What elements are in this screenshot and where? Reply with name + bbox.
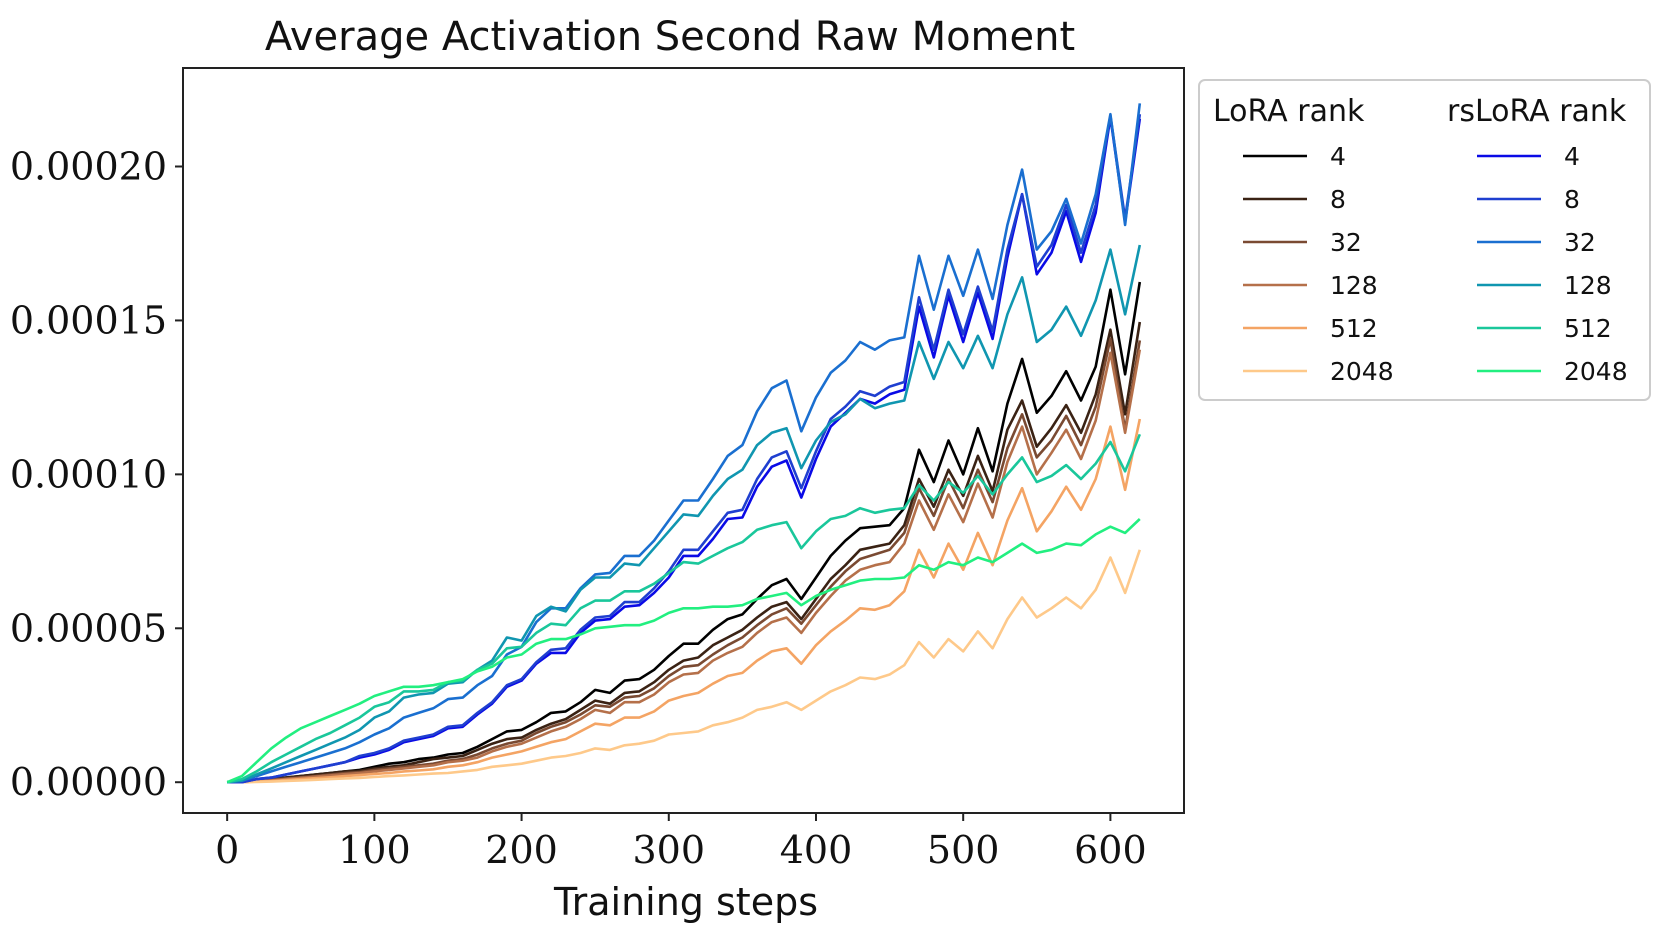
- series-line-lora-rank-8: [227, 321, 1142, 784]
- x-axis-label: Training steps: [553, 880, 818, 924]
- legend-entry-label: 4: [1330, 142, 1346, 171]
- x-tick-label: 400: [780, 828, 853, 872]
- series-line-rslora-rank-128: [227, 244, 1142, 784]
- series-line-rslora-rank-512: [226, 433, 1142, 784]
- x-axis: 0 100 200 300 400 500 600: [215, 813, 1147, 872]
- series-line-rslora-rank-8: [227, 114, 1142, 784]
- y-tick-label: 0.00010: [10, 452, 167, 496]
- x-tick-label: 500: [927, 828, 1000, 872]
- legend-entry-label: 4: [1564, 142, 1580, 171]
- series-line-lora-rank-4: [227, 281, 1142, 784]
- legend-entry-label: 8: [1564, 185, 1580, 214]
- legend-entry-label: 8: [1330, 185, 1346, 214]
- series-line-rslora-rank-4: [227, 116, 1142, 784]
- series-line-rslora-rank-2048: [226, 518, 1141, 784]
- x-tick-label: 300: [633, 828, 706, 872]
- series-line-lora-rank-128: [227, 349, 1142, 784]
- x-tick-label: 600: [1074, 828, 1147, 872]
- y-tick-label: 0.00005: [10, 606, 167, 650]
- legend-entry-label: 128: [1330, 271, 1378, 300]
- legend-entry-label: 128: [1564, 271, 1612, 300]
- plot-area-frame: [182, 67, 1185, 814]
- legend-entry-label: 512: [1564, 314, 1612, 343]
- y-axis: 0.00000 0.00005 0.00010 0.00015 0.00020: [10, 145, 183, 804]
- legend-entry-label: 512: [1330, 314, 1378, 343]
- x-tick-label: 0: [215, 828, 239, 872]
- legend-entry-label: 32: [1564, 228, 1596, 257]
- legend-heading: LoRA rank: [1213, 94, 1365, 129]
- legend-entry-label: 2048: [1564, 357, 1628, 386]
- x-tick-label: 200: [485, 828, 558, 872]
- series-lines: [226, 103, 1142, 784]
- series-line-rslora-rank-32: [227, 103, 1142, 784]
- series-line-lora-rank-32: [227, 337, 1142, 784]
- series-line-lora-rank-2048: [227, 549, 1142, 784]
- x-tick-label: 100: [338, 828, 411, 872]
- y-tick-label: 0.00000: [10, 760, 167, 804]
- legend-entry-label: 32: [1330, 228, 1362, 257]
- y-tick-label: 0.00020: [10, 145, 167, 189]
- series-line-lora-rank-512: [227, 418, 1142, 784]
- y-tick-label: 0.00015: [10, 298, 167, 342]
- legend-box: [1198, 79, 1651, 401]
- legend: LoRA rank 4 8 32 128 512 2048 rsLoRA rank 4 8 32 12…: [1198, 79, 1651, 401]
- chart-title: Average Activation Second Raw Moment: [265, 14, 1075, 60]
- legend-heading: rsLoRA rank: [1447, 94, 1627, 129]
- legend-entry-label: 2048: [1330, 357, 1394, 386]
